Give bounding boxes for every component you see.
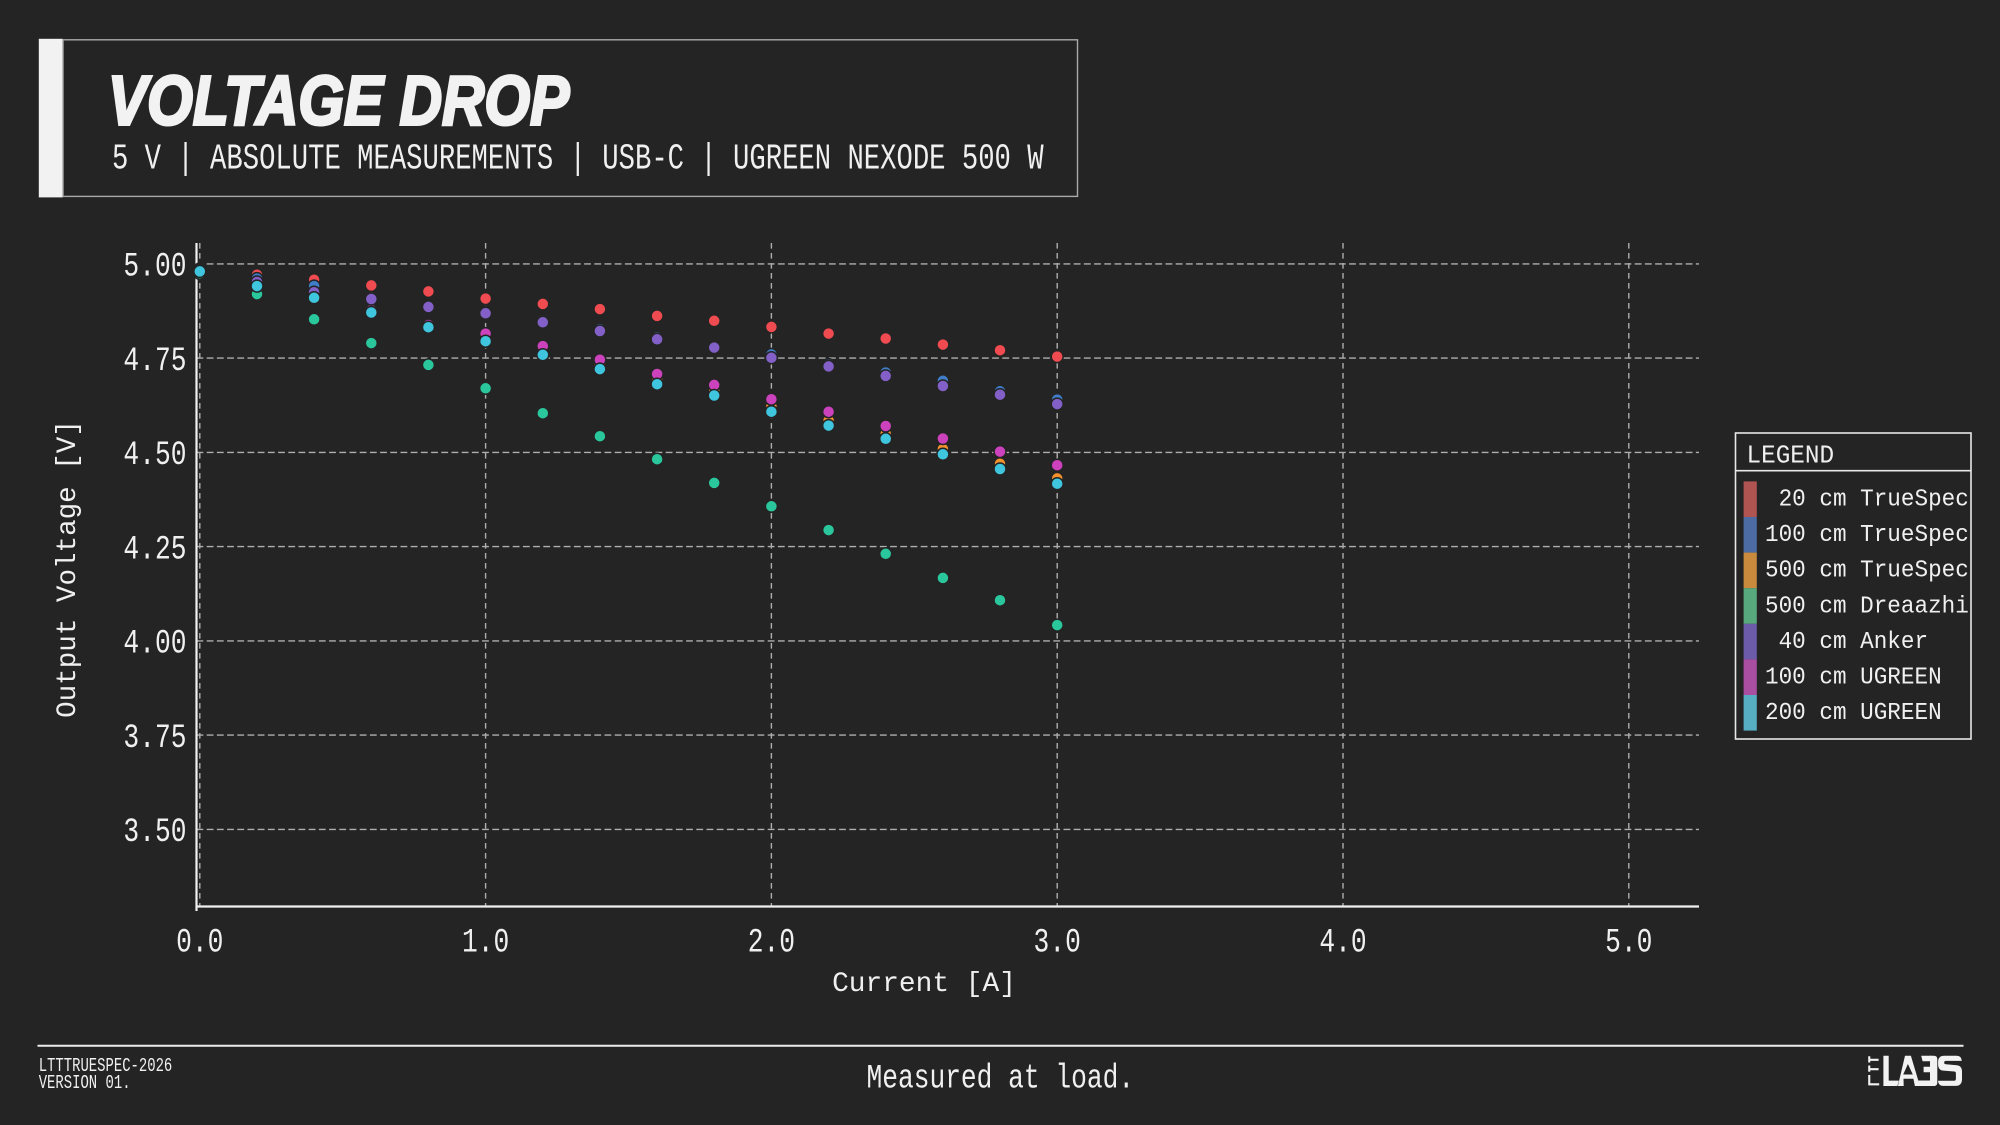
svg-text:4.0: 4.0 bbox=[1319, 925, 1366, 963]
svg-text:VOLTAGE DROP: VOLTAGE DROP bbox=[108, 62, 570, 140]
svg-text:200 cm UGREEN: 200 cm UGREEN bbox=[1765, 701, 1942, 728]
svg-text:5.0: 5.0 bbox=[1605, 925, 1652, 963]
svg-text:2.0: 2.0 bbox=[748, 925, 795, 963]
svg-text:4.50: 4.50 bbox=[123, 437, 186, 475]
svg-text:500 cm TrueSpec: 500 cm TrueSpec bbox=[1765, 558, 1969, 585]
svg-text:LEGEND: LEGEND bbox=[1747, 441, 1835, 471]
svg-text:1.0: 1.0 bbox=[462, 925, 509, 963]
svg-text:4.00: 4.00 bbox=[123, 626, 186, 664]
svg-text:5.00: 5.00 bbox=[123, 249, 186, 287]
svg-text:500 cm Dreaazhi: 500 cm Dreaazhi bbox=[1765, 594, 1969, 621]
svg-text:3.50: 3.50 bbox=[123, 814, 186, 852]
svg-text:4.25: 4.25 bbox=[123, 532, 186, 570]
svg-text:3.75: 3.75 bbox=[123, 720, 186, 758]
svg-text:100 cm TrueSpec: 100 cm TrueSpec bbox=[1765, 523, 1969, 550]
svg-text:Output Voltage [V]: Output Voltage [V] bbox=[53, 420, 84, 718]
svg-text:0.0: 0.0 bbox=[176, 925, 223, 963]
svg-text:VERSION 01.: VERSION 01. bbox=[39, 1072, 131, 1094]
svg-text:100 cm UGREEN: 100 cm UGREEN bbox=[1765, 665, 1942, 692]
svg-text:20 cm TrueSpec: 20 cm TrueSpec bbox=[1765, 487, 1969, 514]
svg-text:Current [A]: Current [A] bbox=[832, 969, 1016, 1000]
svg-text:40 cm Anker: 40 cm Anker bbox=[1765, 629, 1928, 656]
svg-text:Measured at load.: Measured at load. bbox=[866, 1060, 1134, 1098]
svg-text:4.75: 4.75 bbox=[123, 343, 186, 381]
svg-text:LTTTRUESPEC-2026: LTTTRUESPEC-2026 bbox=[39, 1055, 173, 1077]
svg-text:5 V | ABSOLUTE MEASUREMENTS |: 5 V | ABSOLUTE MEASUREMENTS | USB-C | UG… bbox=[112, 138, 1044, 180]
svg-text:3.0: 3.0 bbox=[1034, 925, 1081, 963]
